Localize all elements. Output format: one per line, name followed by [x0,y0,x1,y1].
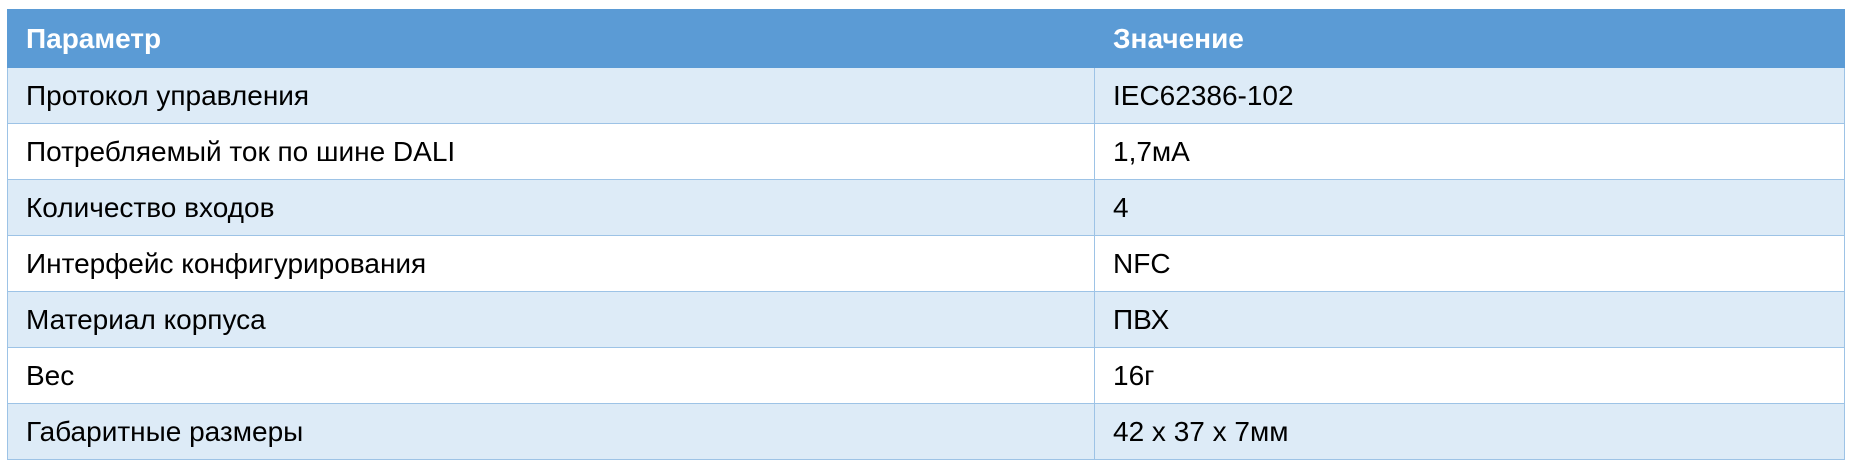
value-cell: NFC [1094,235,1845,292]
table-row: Габаритные размеры 42 x 37 x 7мм [7,403,1845,460]
parameter-cell: Протокол управления [7,67,1095,124]
table-row: Потребляемый ток по шине DALI 1,7мА [7,123,1845,180]
spec-table: Параметр Значение Протокол управления IEC… [7,9,1845,460]
parameter-cell: Интерфейс конфигурирования [7,235,1095,292]
table-row: Количество входов 4 [7,179,1845,236]
table-header: Параметр Значение [7,9,1845,68]
table-row: Интерфейс конфигурирования NFC [7,235,1845,292]
value-cell: 4 [1094,179,1845,236]
parameter-cell: Потребляемый ток по шине DALI [7,123,1095,180]
header-cell: Параметр [7,9,1095,68]
table-row: Протокол управления IEC62386-102 [7,67,1845,124]
value-cell: ПВХ [1094,291,1845,348]
table-row: Вес 16г [7,347,1845,404]
value-cell: 16г [1094,347,1845,404]
parameter-cell: Материал корпуса [7,291,1095,348]
value-cell: 1,7мА [1094,123,1845,180]
table-row: Материал корпуса ПВХ [7,291,1845,348]
header-cell: Значение [1094,9,1845,68]
parameter-cell: Количество входов [7,179,1095,236]
value-cell: 42 x 37 x 7мм [1094,403,1845,460]
parameter-cell: Вес [7,347,1095,404]
table-body: Протокол управления IEC62386-102 Потребляе… [7,67,1845,460]
header-row: Параметр Значение [7,9,1845,68]
value-cell: IEC62386-102 [1094,67,1845,124]
parameter-cell: Габаритные размеры [7,403,1095,460]
